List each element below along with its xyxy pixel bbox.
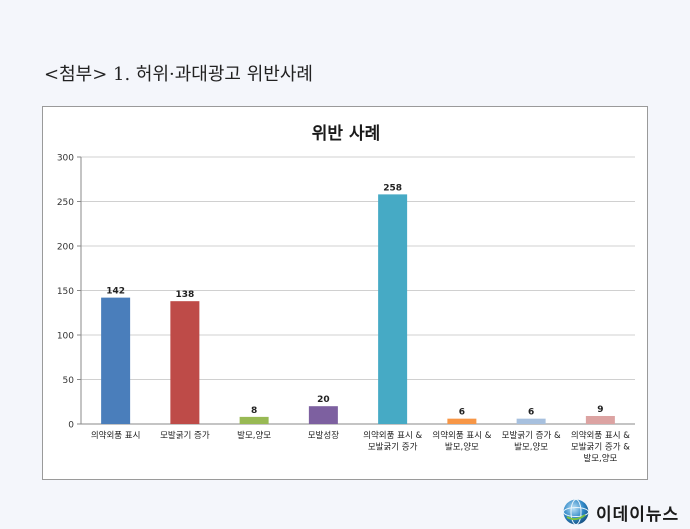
chart-title: 위반 사례 (312, 124, 380, 144)
x-tick-label: 발모,양모 (583, 453, 617, 464)
y-tick-label: 50 (63, 376, 75, 386)
data-label: 138 (175, 290, 194, 300)
x-tick-label: 의약외품 표시 (91, 430, 141, 441)
chart-frame: 위반 사례 0 50 100 150 200 250 300 142 의약외품 표시 138 모발… (42, 106, 648, 480)
bar (447, 418, 477, 424)
bar (101, 297, 131, 424)
x-tick-label: 발모,양모 (514, 442, 548, 453)
bar (239, 416, 269, 424)
x-tick-label: 모발굵기 증가 & (571, 442, 630, 453)
y-tick-label: 200 (57, 243, 74, 253)
x-tick-label: 모발굵기 증가 (160, 430, 210, 441)
logo-text: 이데이뉴스 (596, 504, 680, 525)
bar (378, 194, 408, 424)
data-label: 8 (251, 406, 257, 416)
data-label: 6 (528, 408, 534, 418)
x-tick-label: 의약외품 표시 & (363, 430, 422, 441)
y-tick-label: 250 (57, 198, 74, 208)
y-tick-label: 100 (57, 332, 74, 342)
news-logo: 이데이뉴스 (562, 498, 679, 526)
x-tick-label: 발모,양모 (445, 442, 479, 453)
bar (308, 406, 338, 424)
globe-icon (563, 499, 589, 525)
data-label: 258 (383, 183, 402, 193)
y-tick-label: 150 (57, 287, 74, 297)
x-tick-label: 모발굵기 증가 (368, 442, 418, 453)
y-tick-label: 300 (57, 154, 74, 164)
bar (516, 418, 546, 424)
x-tick-label: 의약외품 표시 & (571, 430, 630, 441)
data-label: 142 (106, 287, 125, 297)
x-tick-label: 모발성장 (308, 430, 339, 441)
x-tick-label: 모발굵기 증가 & (502, 430, 561, 441)
x-tick-label: 발모,양모 (237, 430, 271, 441)
data-label: 6 (459, 408, 465, 418)
bar (170, 301, 200, 424)
bar (585, 415, 615, 424)
data-label: 9 (597, 405, 603, 415)
data-label: 20 (317, 395, 330, 405)
x-tick-label: 의약외품 표시 & (432, 430, 491, 441)
bar-chart: 위반 사례 0 50 100 150 200 250 300 142 의약외품 표시 138 모발… (57, 124, 635, 464)
page-heading: <첨부> 1. 허위·과대광고 위반사례 (44, 64, 313, 85)
y-tick-label: 0 (68, 421, 74, 431)
